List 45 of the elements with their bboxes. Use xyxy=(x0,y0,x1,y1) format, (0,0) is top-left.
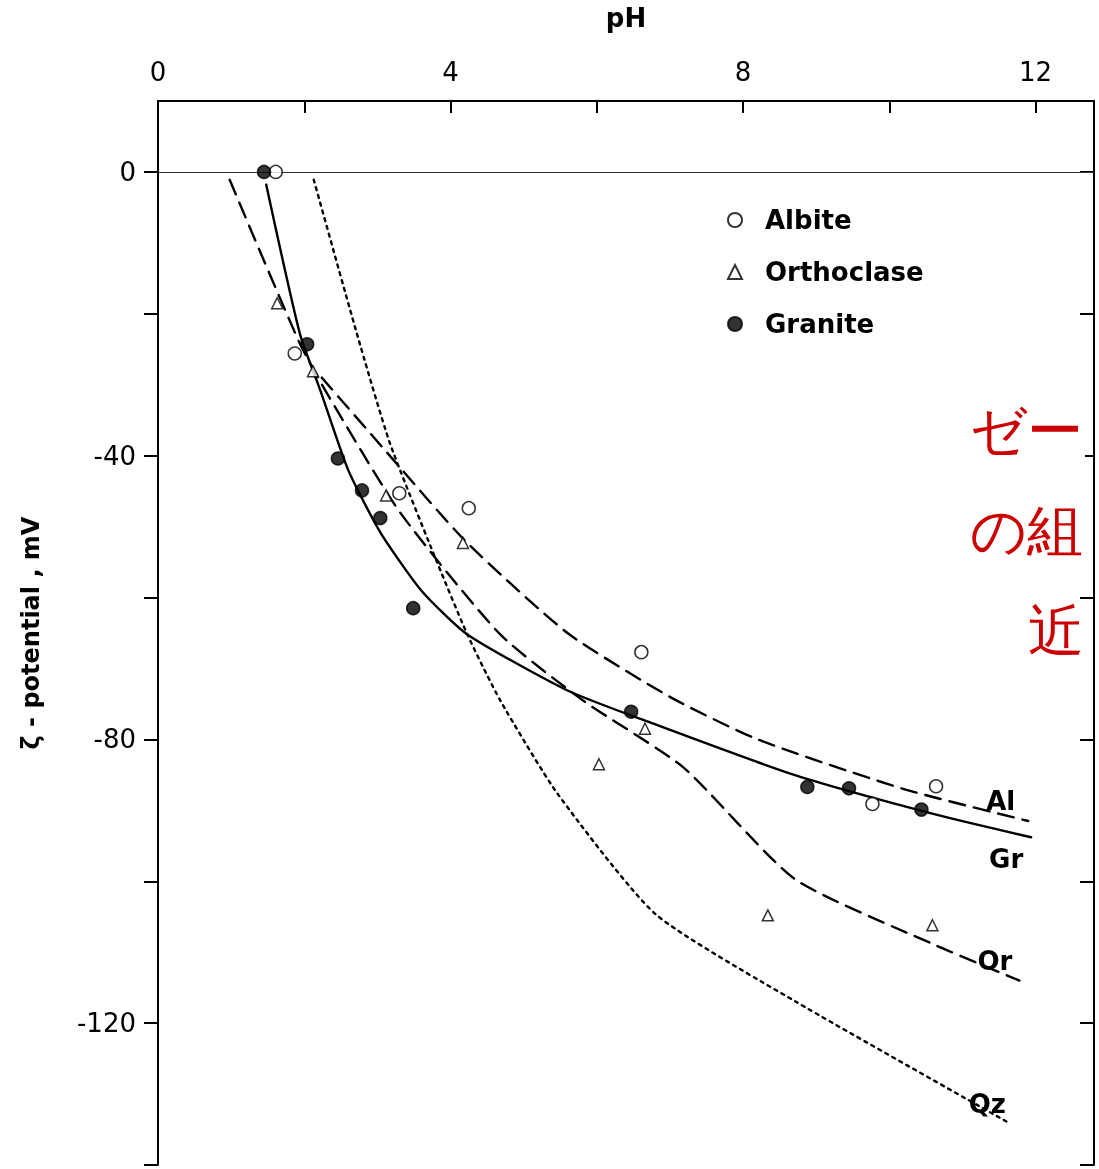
point xyxy=(405,600,421,616)
point xyxy=(373,510,388,526)
x-tick-label: 4 xyxy=(442,57,459,87)
point xyxy=(354,483,370,498)
x-axis-title: pH xyxy=(605,3,647,33)
point xyxy=(914,802,929,817)
legend-label: Granite xyxy=(765,309,875,339)
point xyxy=(270,296,284,310)
x-tick-label: 12 xyxy=(1018,57,1053,87)
legend-label: Albite xyxy=(765,205,852,235)
series-label: Gr xyxy=(989,844,1024,875)
point xyxy=(592,757,606,771)
y-tick-label: -120 xyxy=(76,1008,136,1039)
point xyxy=(379,489,393,502)
point xyxy=(330,451,346,466)
annotation: ゼー xyxy=(970,397,1083,463)
point xyxy=(634,644,649,660)
point xyxy=(761,909,775,922)
point xyxy=(299,337,315,352)
series-label: Al xyxy=(986,785,1016,816)
annotation: 近 xyxy=(1028,597,1084,663)
point xyxy=(865,796,880,812)
point xyxy=(268,164,283,180)
point xyxy=(256,164,272,180)
point xyxy=(287,346,302,361)
y-tick-label: -40 xyxy=(93,440,136,471)
point xyxy=(306,365,320,378)
point xyxy=(623,704,639,719)
annotation: の組 xyxy=(970,497,1083,563)
legend-label: Orthoclase xyxy=(765,257,924,287)
series-label: Or xyxy=(977,945,1013,976)
x-tick-label: 0 xyxy=(149,57,167,87)
x-tick-label: 8 xyxy=(734,57,752,87)
point xyxy=(456,536,470,550)
point xyxy=(638,722,652,736)
y-tick-label: 0 xyxy=(119,156,136,187)
y-axis-title: ζ - potential , mV xyxy=(17,516,45,750)
y-tick-label: -80 xyxy=(93,724,136,755)
point xyxy=(841,781,857,796)
series-label: Qz xyxy=(968,1088,1006,1119)
point xyxy=(461,500,477,516)
point xyxy=(800,779,815,795)
point xyxy=(392,486,407,501)
point xyxy=(926,919,939,932)
point xyxy=(928,778,944,794)
